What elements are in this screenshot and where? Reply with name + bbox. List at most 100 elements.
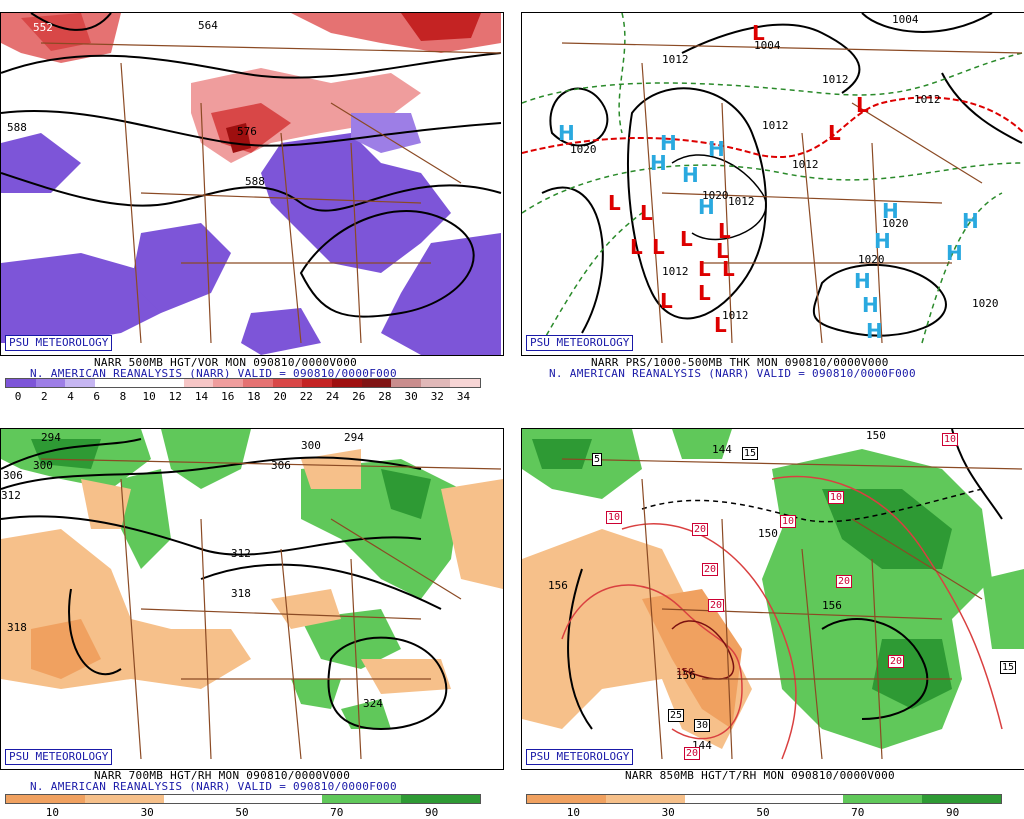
high-pressure-marker: H <box>650 151 667 175</box>
high-pressure-marker: H <box>882 199 899 223</box>
boxed-label: 30 <box>694 719 711 732</box>
contour-label: 294 <box>41 431 61 444</box>
colorbar-tick-label: 34 <box>456 390 471 403</box>
colorbar-tick-label: 28 <box>378 390 392 403</box>
low-pressure-marker: L <box>856 93 869 117</box>
psu-meteorology-badge: PSU METEOROLOGY <box>5 749 113 765</box>
boxed-label: 25 <box>668 709 685 722</box>
colorbar-swatch <box>85 795 164 803</box>
colorbar-tick-label: 10 <box>142 390 156 403</box>
panel-850mb-temp-rh: 156 156 156 150 150 144 144 5 15 10 10 1… <box>521 416 1024 819</box>
contour-label: 294 <box>344 431 364 444</box>
colorbar-swatch <box>401 795 480 803</box>
contour-label: 1012 <box>762 119 789 132</box>
colorbar-swatch <box>154 379 184 387</box>
contour-label: 588 <box>7 121 27 134</box>
colorbar-tick-label: 70 <box>851 806 865 819</box>
contour-label: 300 <box>33 459 53 472</box>
colorbar-tick-label: 6 <box>93 390 101 403</box>
colorbar-tick-label: 4 <box>67 390 74 403</box>
boxed-label: 15 <box>1000 661 1017 674</box>
low-pressure-marker: L <box>718 219 731 243</box>
colorbar-swatch <box>302 379 332 387</box>
contour-label: 1012 <box>662 53 689 66</box>
low-pressure-marker: L <box>714 313 727 337</box>
colorbar-tick-label: 30 <box>140 806 154 819</box>
colorbar-swatch <box>764 795 843 803</box>
contour-label: 1012 <box>822 73 849 86</box>
low-pressure-marker: L <box>698 281 711 305</box>
contour-label: 564 <box>198 19 218 32</box>
colorbar-swatch <box>213 379 243 387</box>
colorbar-swatch <box>450 379 480 387</box>
contour-label: 1004 <box>754 39 781 52</box>
map-frame: 294 294 300 300 306 306 312 318 318 312 … <box>0 428 504 770</box>
colorbar-swatch <box>35 379 66 387</box>
colorbar-tick-label: 26 <box>352 390 366 403</box>
contour-label: 1020 <box>858 253 885 266</box>
colorbar-tick-label: 10 <box>45 806 60 819</box>
colorbar-swatch <box>606 795 685 803</box>
contour-label: 156 <box>822 599 842 612</box>
boxed-label: 20 <box>702 563 719 576</box>
contour-label: 324 <box>363 697 383 710</box>
boxed-label: 150 <box>676 667 695 678</box>
boxed-label: 10 <box>606 511 623 524</box>
low-pressure-marker: L <box>716 239 729 263</box>
low-pressure-marker: L <box>660 289 673 313</box>
contour-label: 312 <box>1 489 21 502</box>
boxed-label: 20 <box>836 575 853 588</box>
contour-label: 1012 <box>728 195 755 208</box>
colorbar-swatch <box>922 795 1001 803</box>
contour-label: 1020 <box>882 217 909 230</box>
colorbar-tick-label: 20 <box>273 390 287 403</box>
colorbar-tick-label: 10 <box>566 806 581 819</box>
contour-label: 1020 <box>702 189 729 202</box>
map-title: NARR 850MB HGT/T/RH MON 090810/0000V000 <box>625 769 895 782</box>
high-pressure-marker: H <box>698 195 715 219</box>
map-frame: 1004 1004 1012 1012 1012 1012 1020 1020 … <box>521 12 1024 356</box>
contour-label: 306 <box>271 459 291 472</box>
contour-label: 150 <box>758 527 778 540</box>
high-pressure-marker: H <box>558 121 575 145</box>
low-pressure-marker: L <box>608 191 621 215</box>
high-pressure-marker: H <box>854 269 871 293</box>
vorticity-colorbar <box>5 378 481 388</box>
contour-label: 144 <box>712 443 732 456</box>
map-700mb <box>1 429 503 760</box>
contour-label: 1012 <box>792 158 819 171</box>
colorbar-tick-label: 30 <box>661 806 675 819</box>
contour-label: 306 <box>3 469 23 482</box>
colorbar-tick-label: 16 <box>221 390 235 403</box>
boxed-label: 10 <box>942 433 959 446</box>
map-frame: 552 564 588 576 588 PSU METEOROLOGY <box>0 12 504 356</box>
contour-label: 1012 <box>722 309 749 322</box>
low-pressure-marker: L <box>630 235 643 259</box>
colorbar-swatch <box>243 795 322 803</box>
boxed-label: 20 <box>684 747 701 760</box>
contour-label: 1012 <box>914 93 941 106</box>
map-850mb <box>522 429 1024 760</box>
map-title: NARR 500MB HGT/VOR MON 090810/0000V000 <box>94 356 358 369</box>
colorbar-swatch <box>527 795 606 803</box>
panel-500mb-vorticity: 552 564 588 576 588 PSU METEOROLOGY NARR… <box>0 0 504 403</box>
contour-label: 1020 <box>972 297 999 310</box>
reanalysis-line: N. AMERICAN REANALYSIS (NARR) VALID = 09… <box>30 780 397 793</box>
contour-label: 1012 <box>662 265 689 278</box>
low-pressure-marker: L <box>652 235 665 259</box>
colorbar-swatch <box>6 795 85 803</box>
colorbar-swatch <box>164 795 243 803</box>
colorbar-tick-label: 50 <box>235 806 249 819</box>
boxed-label: 15 <box>742 447 759 460</box>
colorbar-tick-label: 12 <box>168 390 182 403</box>
colorbar-swatch <box>6 379 36 387</box>
colorbar-swatch <box>94 379 125 387</box>
colorbar-tick-label: 0 <box>14 390 22 403</box>
contour-label: 300 <box>301 439 321 452</box>
colorbar-swatch <box>124 379 155 387</box>
colorbar-swatch <box>243 379 273 387</box>
contour-label: 156 <box>676 669 696 682</box>
boxed-label: 10 <box>780 515 797 528</box>
high-pressure-marker: H <box>866 319 883 343</box>
colorbar-tick-label: 22 <box>299 390 313 403</box>
